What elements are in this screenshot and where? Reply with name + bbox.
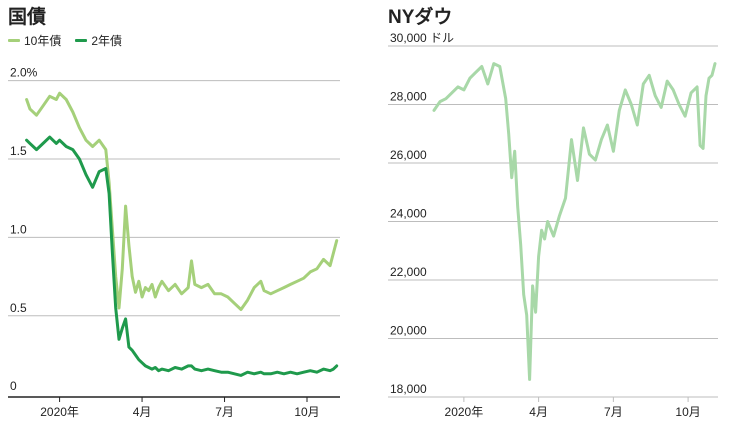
bond-series-line-1	[25, 135, 339, 377]
dow-y-tick-label: 30,000 ドル	[390, 31, 454, 45]
bond-y-tick-label: 1.5	[10, 144, 27, 158]
legend-item-10y: 10年債	[8, 32, 61, 49]
legend-label-10y: 10年債	[24, 34, 62, 48]
dow-y-tick-label: 20,000	[390, 324, 427, 338]
bond-legend: 10年債 2年債	[8, 32, 122, 49]
dow-y-tick-label: 26,000	[390, 148, 427, 162]
legend-swatch-2y	[75, 39, 88, 42]
dow-series-line-0	[432, 62, 717, 381]
dow-y-tick-label: 28,000	[390, 90, 427, 104]
bond-y-tick-label: 1.0	[10, 222, 27, 236]
bond-chart-title: 国債	[8, 7, 47, 28]
bond-yield-panel: 国債 10年債 2年債 0 0.5 1.0 1.5 2.0% 2020年 4月 7月 10月	[0, 0, 370, 428]
bond-x-tick-label: 4月	[133, 405, 152, 419]
bond-x-tick-label: 2020年	[40, 405, 79, 419]
dow-x-tick-label: 4月	[529, 405, 548, 419]
dow-x-tick-label: 10月	[675, 405, 700, 419]
bond-y-tick-label: 0	[10, 379, 17, 393]
dow-chart-title: NYダウ	[388, 7, 453, 28]
bond-x-tick-label: 7月	[215, 405, 234, 419]
bond-y-tick-label: 0.5	[10, 301, 27, 315]
dow-y-tick-label: 22,000	[390, 265, 427, 279]
dow-y-tick-label: 24,000	[390, 207, 427, 221]
dow-x-tick-label: 2020年	[445, 405, 484, 419]
bond-x-tick-label: 10月	[294, 405, 319, 419]
dow-chart: 18,000 20,000 22,000 24,000 26,000 28,000 30,0…	[388, 31, 718, 419]
dow-panel: NYダウ 18,000 20,000 22,000 24,000 26,000 28,00…	[380, 0, 741, 428]
dow-y-tick-label: 18,000	[390, 382, 427, 396]
legend-swatch-10y	[8, 39, 20, 42]
bond-series-line-0	[25, 91, 339, 311]
bond-yield-chart: 0 0.5 1.0 1.5 2.0% 2020年 4月 7月 10月	[8, 66, 340, 419]
bond-y-tick-label: 2.0%	[10, 66, 38, 80]
legend-label-2y: 2年債	[91, 34, 123, 48]
legend-item-2y: 2年債	[75, 32, 122, 49]
dow-x-tick-label: 7月	[604, 405, 623, 419]
